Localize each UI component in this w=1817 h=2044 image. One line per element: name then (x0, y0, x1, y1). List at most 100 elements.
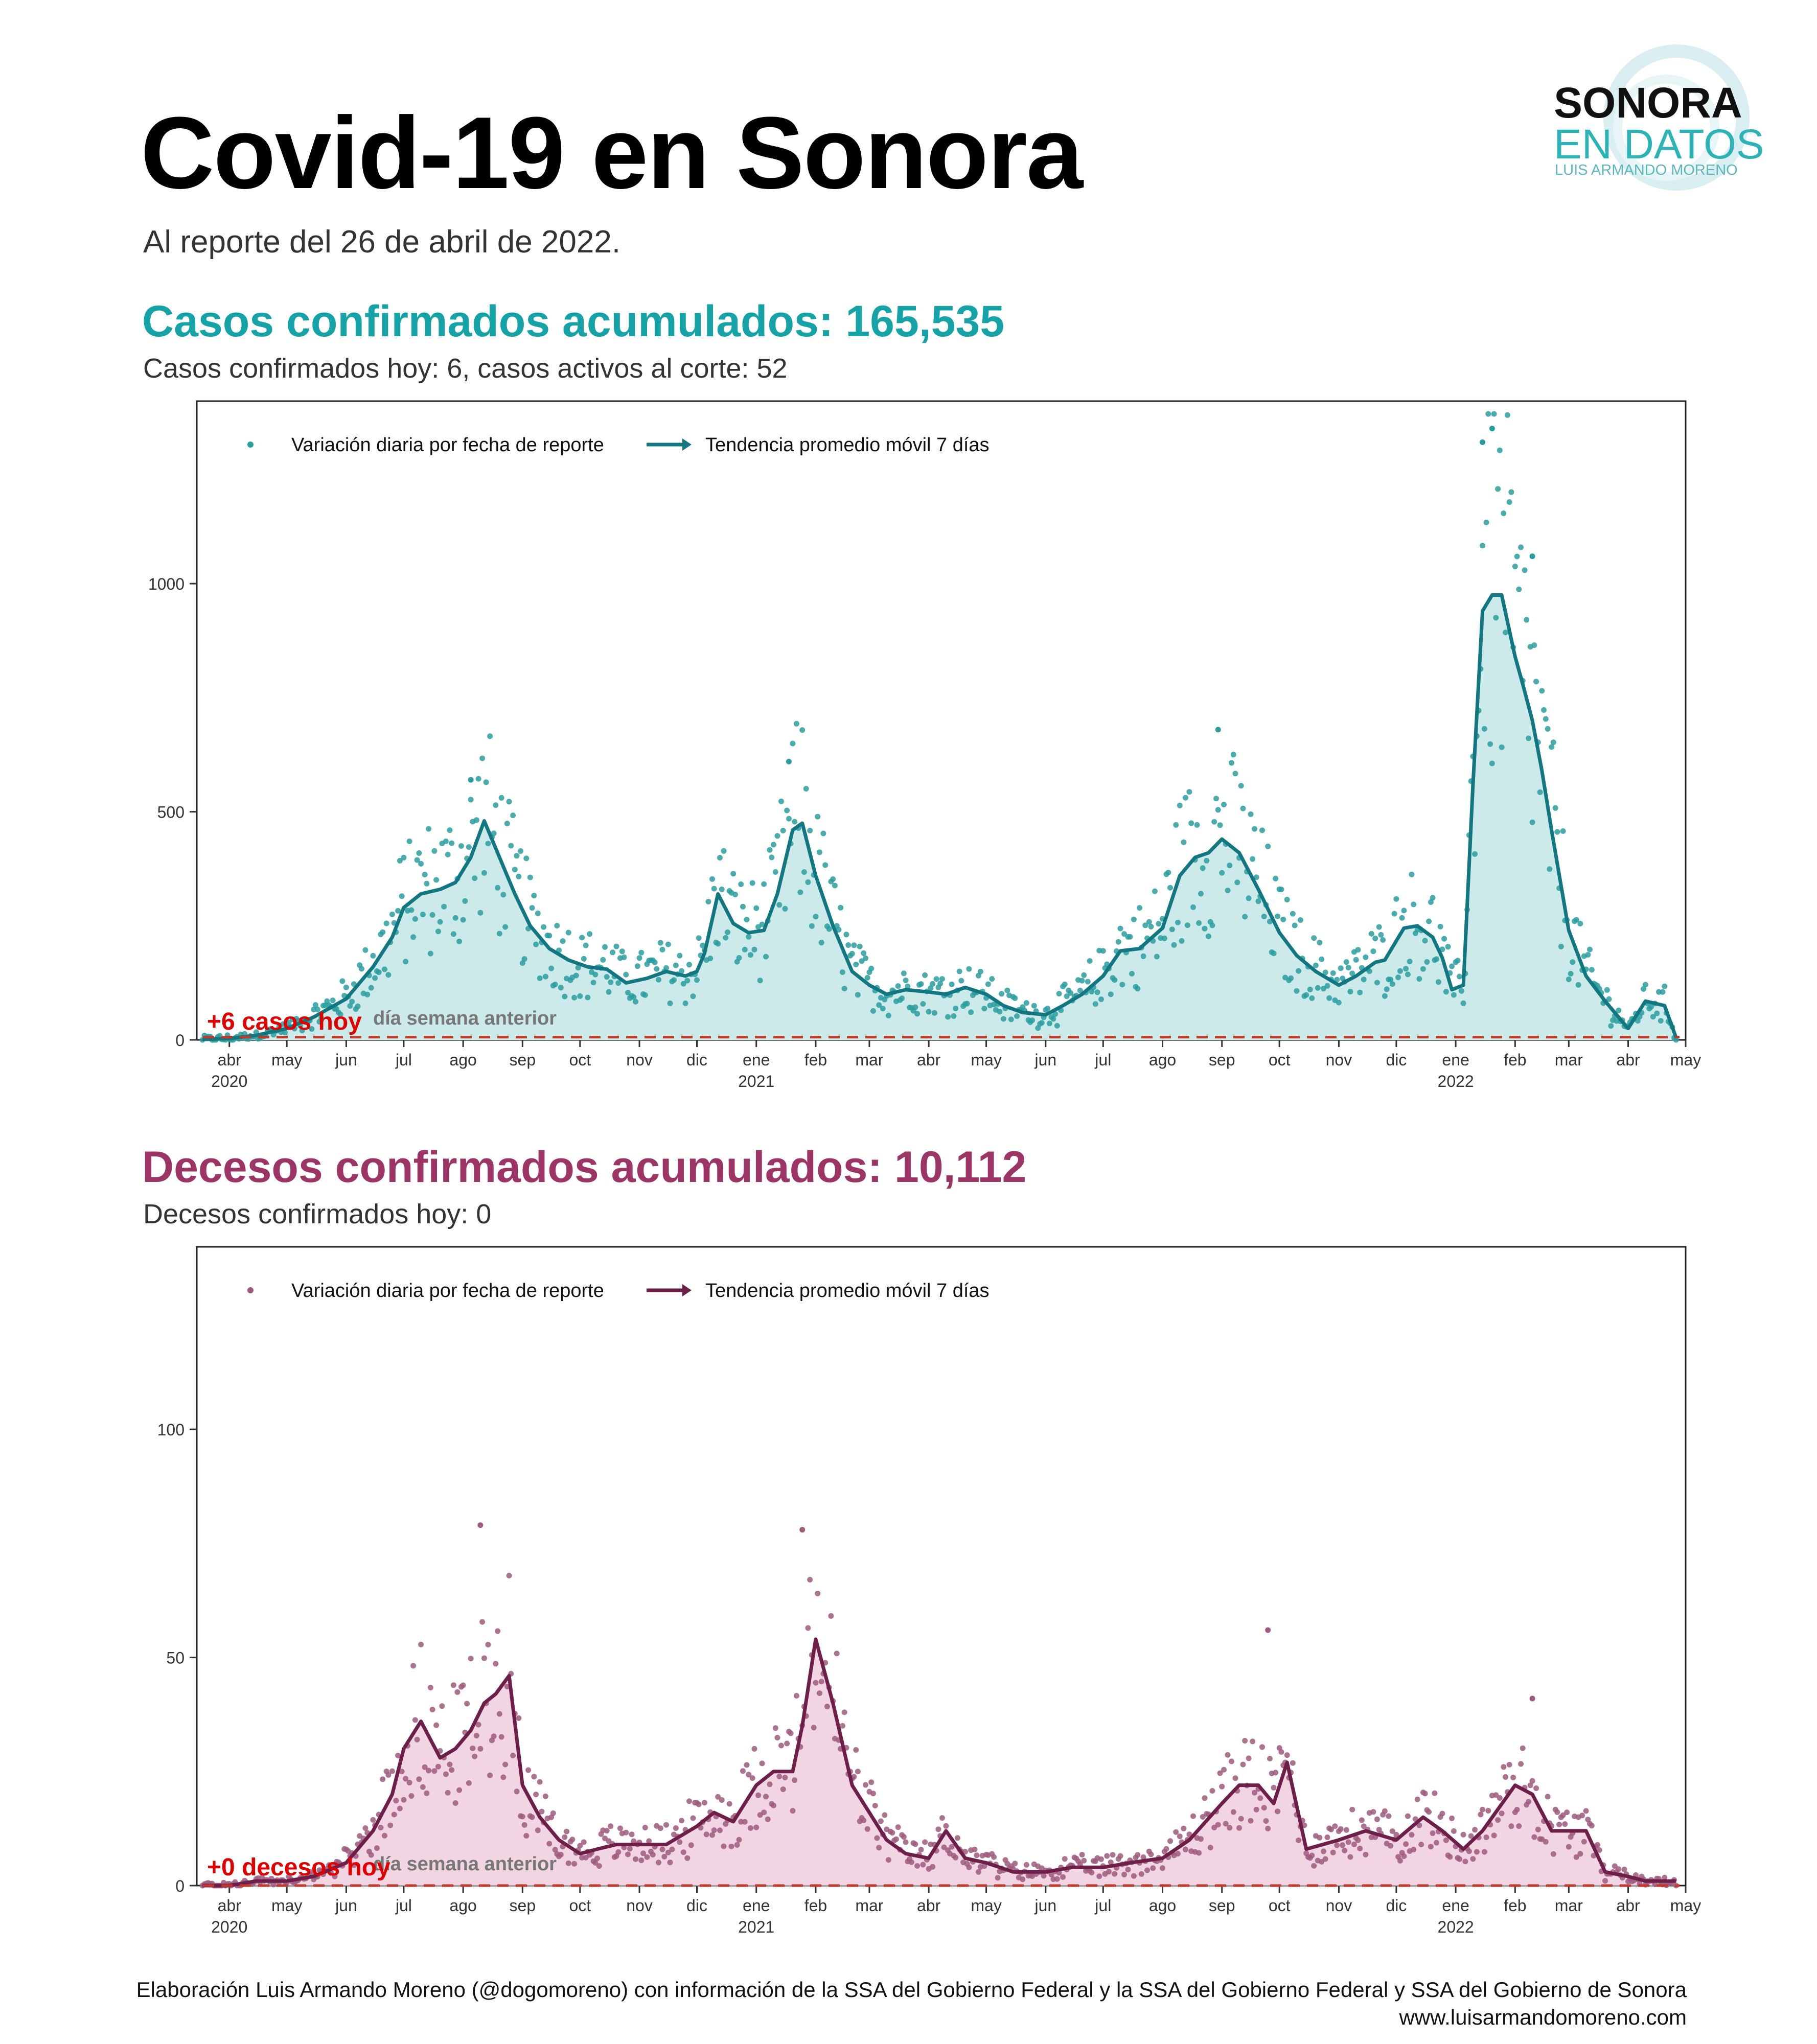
daily-point (627, 1846, 633, 1852)
daily-point (1351, 1841, 1357, 1847)
daily-point (1119, 982, 1125, 988)
daily-point (1054, 1023, 1060, 1029)
daily-point (473, 1733, 479, 1739)
daily-point (1518, 1761, 1524, 1767)
daily-point (606, 989, 612, 995)
daily-point (339, 978, 346, 984)
daily-point (1399, 915, 1405, 921)
daily-point (730, 871, 737, 877)
daily-point (1215, 1822, 1221, 1828)
x-tick-label: ene (1442, 1051, 1469, 1069)
daily-point (893, 1836, 899, 1842)
daily-point (408, 1793, 415, 1799)
daily-point (443, 1771, 449, 1777)
daily-point (500, 892, 507, 898)
daily-point (634, 963, 640, 969)
daily-point (1131, 1873, 1137, 1879)
daily-point (981, 1006, 987, 1012)
daily-point (376, 969, 382, 975)
daily-point (1562, 1821, 1568, 1827)
daily-point (872, 1803, 878, 1808)
daily-point (1411, 1847, 1417, 1852)
daily-point (554, 923, 560, 928)
daily-point (542, 1793, 548, 1799)
daily-point (1012, 1861, 1018, 1867)
daily-point (1161, 935, 1167, 941)
daily-point (677, 953, 683, 959)
daily-point (541, 924, 547, 930)
daily-point (380, 1776, 386, 1782)
daily-point (1217, 822, 1223, 828)
daily-point (1545, 1794, 1551, 1800)
daily-point (763, 1794, 769, 1800)
daily-point (694, 977, 700, 983)
daily-point (1288, 975, 1294, 981)
daily-point (1526, 735, 1532, 741)
daily-point (786, 816, 792, 822)
daily-point (1253, 1806, 1259, 1813)
daily-point (958, 978, 964, 984)
daily-point (985, 981, 991, 987)
daily-point (619, 948, 625, 955)
daily-point (885, 1012, 891, 1018)
daily-point (771, 1802, 776, 1808)
daily-point (1204, 857, 1210, 864)
daily-point (696, 935, 702, 941)
daily-point (874, 1835, 880, 1841)
daily-point (841, 986, 847, 992)
daily-point (665, 1849, 671, 1855)
daily-point (1549, 744, 1555, 750)
daily-point (573, 972, 579, 979)
daily-point (1372, 936, 1378, 941)
daily-point (1284, 897, 1290, 902)
daily-point (1198, 891, 1204, 897)
daily-point (1209, 1788, 1215, 1794)
daily-point (1650, 1014, 1656, 1020)
daily-point (638, 1857, 645, 1863)
daily-point (1401, 908, 1407, 914)
x-tick-label: jul (395, 1051, 412, 1069)
daily-point (930, 1864, 936, 1870)
daily-point (757, 978, 763, 984)
daily-point-peak (1480, 439, 1486, 445)
daily-point (389, 911, 395, 917)
daily-point (864, 1826, 870, 1832)
daily-point (1064, 993, 1070, 1000)
daily-point (1608, 1023, 1614, 1029)
daily-point (1334, 1842, 1340, 1848)
daily-point (548, 965, 555, 971)
daily-point (1374, 980, 1380, 986)
daily-point (537, 975, 543, 981)
daily-point (1363, 954, 1369, 960)
daily-point (552, 982, 558, 987)
daily-point (1340, 1842, 1346, 1848)
daily-point (1232, 771, 1238, 777)
daily-point (836, 926, 842, 933)
daily-point (1023, 1862, 1029, 1868)
daily-point (406, 838, 412, 844)
daily-point (1420, 966, 1426, 972)
today-marker-label: +0 decesos hoy (207, 1854, 390, 1881)
page-title: Covid-19 en Sonora (141, 96, 1083, 210)
daily-point (1324, 983, 1330, 989)
daily-point (535, 910, 541, 916)
daily-point (1573, 917, 1579, 923)
daily-point (1589, 1823, 1595, 1829)
daily-point (1202, 925, 1208, 932)
daily-point (939, 1815, 945, 1821)
daily-point (774, 1735, 780, 1740)
daily-point (1483, 519, 1489, 525)
daily-point (1660, 989, 1666, 995)
daily-point (351, 1862, 357, 1868)
daily-point (673, 962, 679, 968)
daily-point (481, 1655, 487, 1661)
daily-point (512, 867, 518, 873)
daily-point (1219, 870, 1225, 876)
daily-point (1202, 1795, 1208, 1801)
daily-point (445, 1790, 451, 1796)
daily-point (721, 1843, 727, 1849)
daily-point (1029, 1017, 1036, 1024)
daily-point (953, 1005, 959, 1011)
daily-point (951, 1013, 957, 1019)
daily-point-peak (1529, 1695, 1535, 1702)
